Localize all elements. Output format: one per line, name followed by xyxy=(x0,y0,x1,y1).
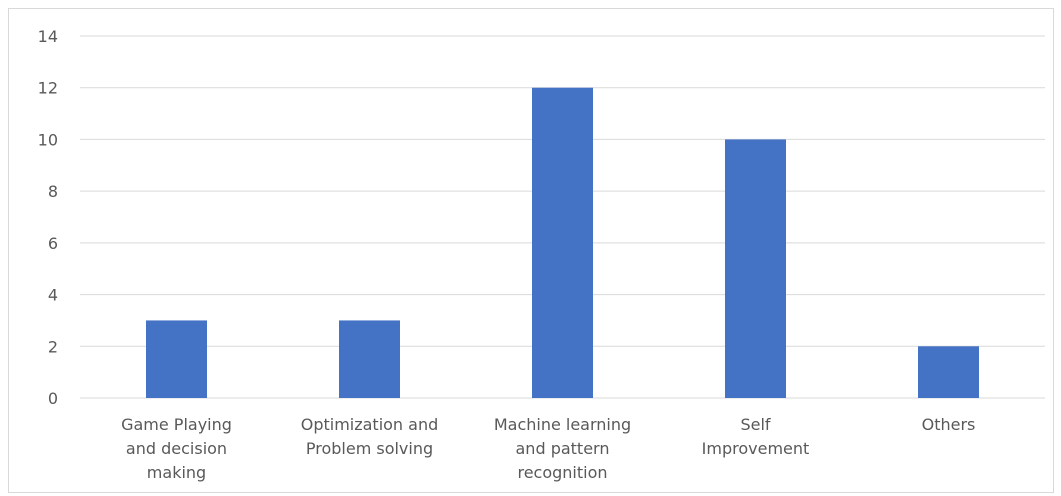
chart-frame: 0 2 4 6 8 10 12 14 Game Playing and decision maki… xyxy=(8,8,1054,493)
y-tick-label: 8 xyxy=(48,182,58,201)
bar xyxy=(725,139,786,398)
y-tick-label: 0 xyxy=(48,389,58,408)
x-tick-label: Self Improvement xyxy=(702,415,810,458)
x-tick-label: Others xyxy=(922,415,976,434)
x-axis-tick-labels: Game Playing and decision making Optimizati… xyxy=(121,415,975,482)
bars xyxy=(146,87,979,398)
y-tick-label: 2 xyxy=(48,337,58,356)
y-axis-tick-labels: 0 2 4 6 8 10 12 14 xyxy=(38,27,58,408)
y-tick-label: 10 xyxy=(38,130,58,149)
bar xyxy=(146,320,207,398)
y-tick-label: 14 xyxy=(38,27,58,46)
x-tick-label: Machine learning and pattern recognition xyxy=(494,415,631,482)
bar xyxy=(532,87,593,398)
bar xyxy=(339,320,400,398)
bar xyxy=(918,346,979,398)
y-tick-label: 4 xyxy=(48,286,58,305)
y-tick-label: 6 xyxy=(48,234,58,253)
bar-chart: 0 2 4 6 8 10 12 14 Game Playing and decision maki… xyxy=(38,27,1045,482)
x-tick-label: Optimization and Problem solving xyxy=(301,415,439,458)
y-tick-label: 12 xyxy=(38,79,58,98)
x-tick-label: Game Playing and decision making xyxy=(121,415,232,482)
